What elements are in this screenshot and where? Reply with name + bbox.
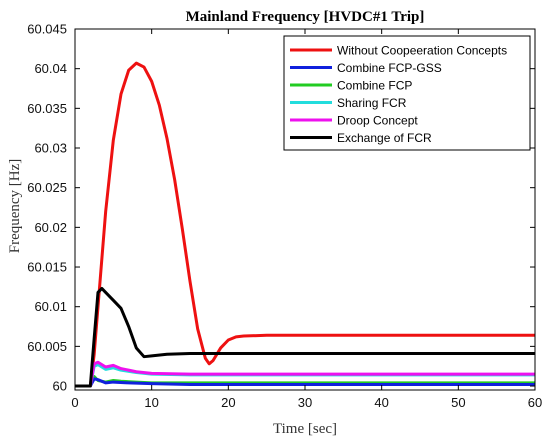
legend-label: Droop Concept bbox=[337, 114, 418, 128]
y-tick-label: 60.025 bbox=[27, 180, 67, 195]
x-tick-label: 50 bbox=[451, 395, 465, 410]
legend-label: Combine FCP-GSS bbox=[337, 61, 442, 75]
x-axis-ticks: 0 10 20 30 40 50 60 bbox=[71, 29, 542, 410]
legend-label: Without Coopeeration Concepts bbox=[337, 44, 507, 58]
x-tick-label: 30 bbox=[298, 395, 312, 410]
legend-label: Exchange of FCR bbox=[337, 131, 432, 145]
legend-label: Sharing FCR bbox=[337, 96, 407, 110]
x-tick-label: 20 bbox=[221, 395, 235, 410]
series-line-6 bbox=[75, 286, 535, 388]
chart-title: Mainland Frequency [HVDC#1 Trip] bbox=[186, 9, 425, 25]
y-tick-label: 60.02 bbox=[34, 220, 67, 235]
series-layer bbox=[75, 61, 535, 388]
series-line-1 bbox=[75, 61, 535, 388]
y-tick-label: 60.03 bbox=[34, 141, 67, 156]
legend: Without Coopeeration Concepts Combine FCP… bbox=[283, 35, 531, 151]
y-tick-label: 60 bbox=[53, 379, 67, 394]
legend-label: Combine FCP bbox=[337, 79, 412, 93]
x-tick-label: 10 bbox=[144, 395, 158, 410]
y-tick-label: 60.005 bbox=[27, 339, 67, 354]
x-tick-label: 0 bbox=[71, 395, 78, 410]
y-tick-label: 60.015 bbox=[27, 260, 67, 275]
y-tick-label: 60.01 bbox=[34, 299, 67, 314]
x-axis-label: Time [sec] bbox=[273, 421, 337, 437]
legend-box bbox=[283, 35, 531, 151]
x-tick-label: 60 bbox=[528, 395, 542, 410]
y-tick-label: 60.04 bbox=[34, 61, 67, 76]
y-axis-label: Frequency [Hz] bbox=[7, 159, 23, 254]
y-axis-ticks: 60 60.005 60.01 60.015 60.02 60.025 60.03 60.03… bbox=[27, 22, 535, 394]
x-tick-label: 40 bbox=[374, 395, 388, 410]
y-tick-label: 60.045 bbox=[27, 22, 67, 37]
plot-area: 0 10 20 30 40 50 60 6060.00560.0160.01560.0260… bbox=[27, 22, 542, 411]
y-tick-label: 60.035 bbox=[27, 101, 67, 116]
